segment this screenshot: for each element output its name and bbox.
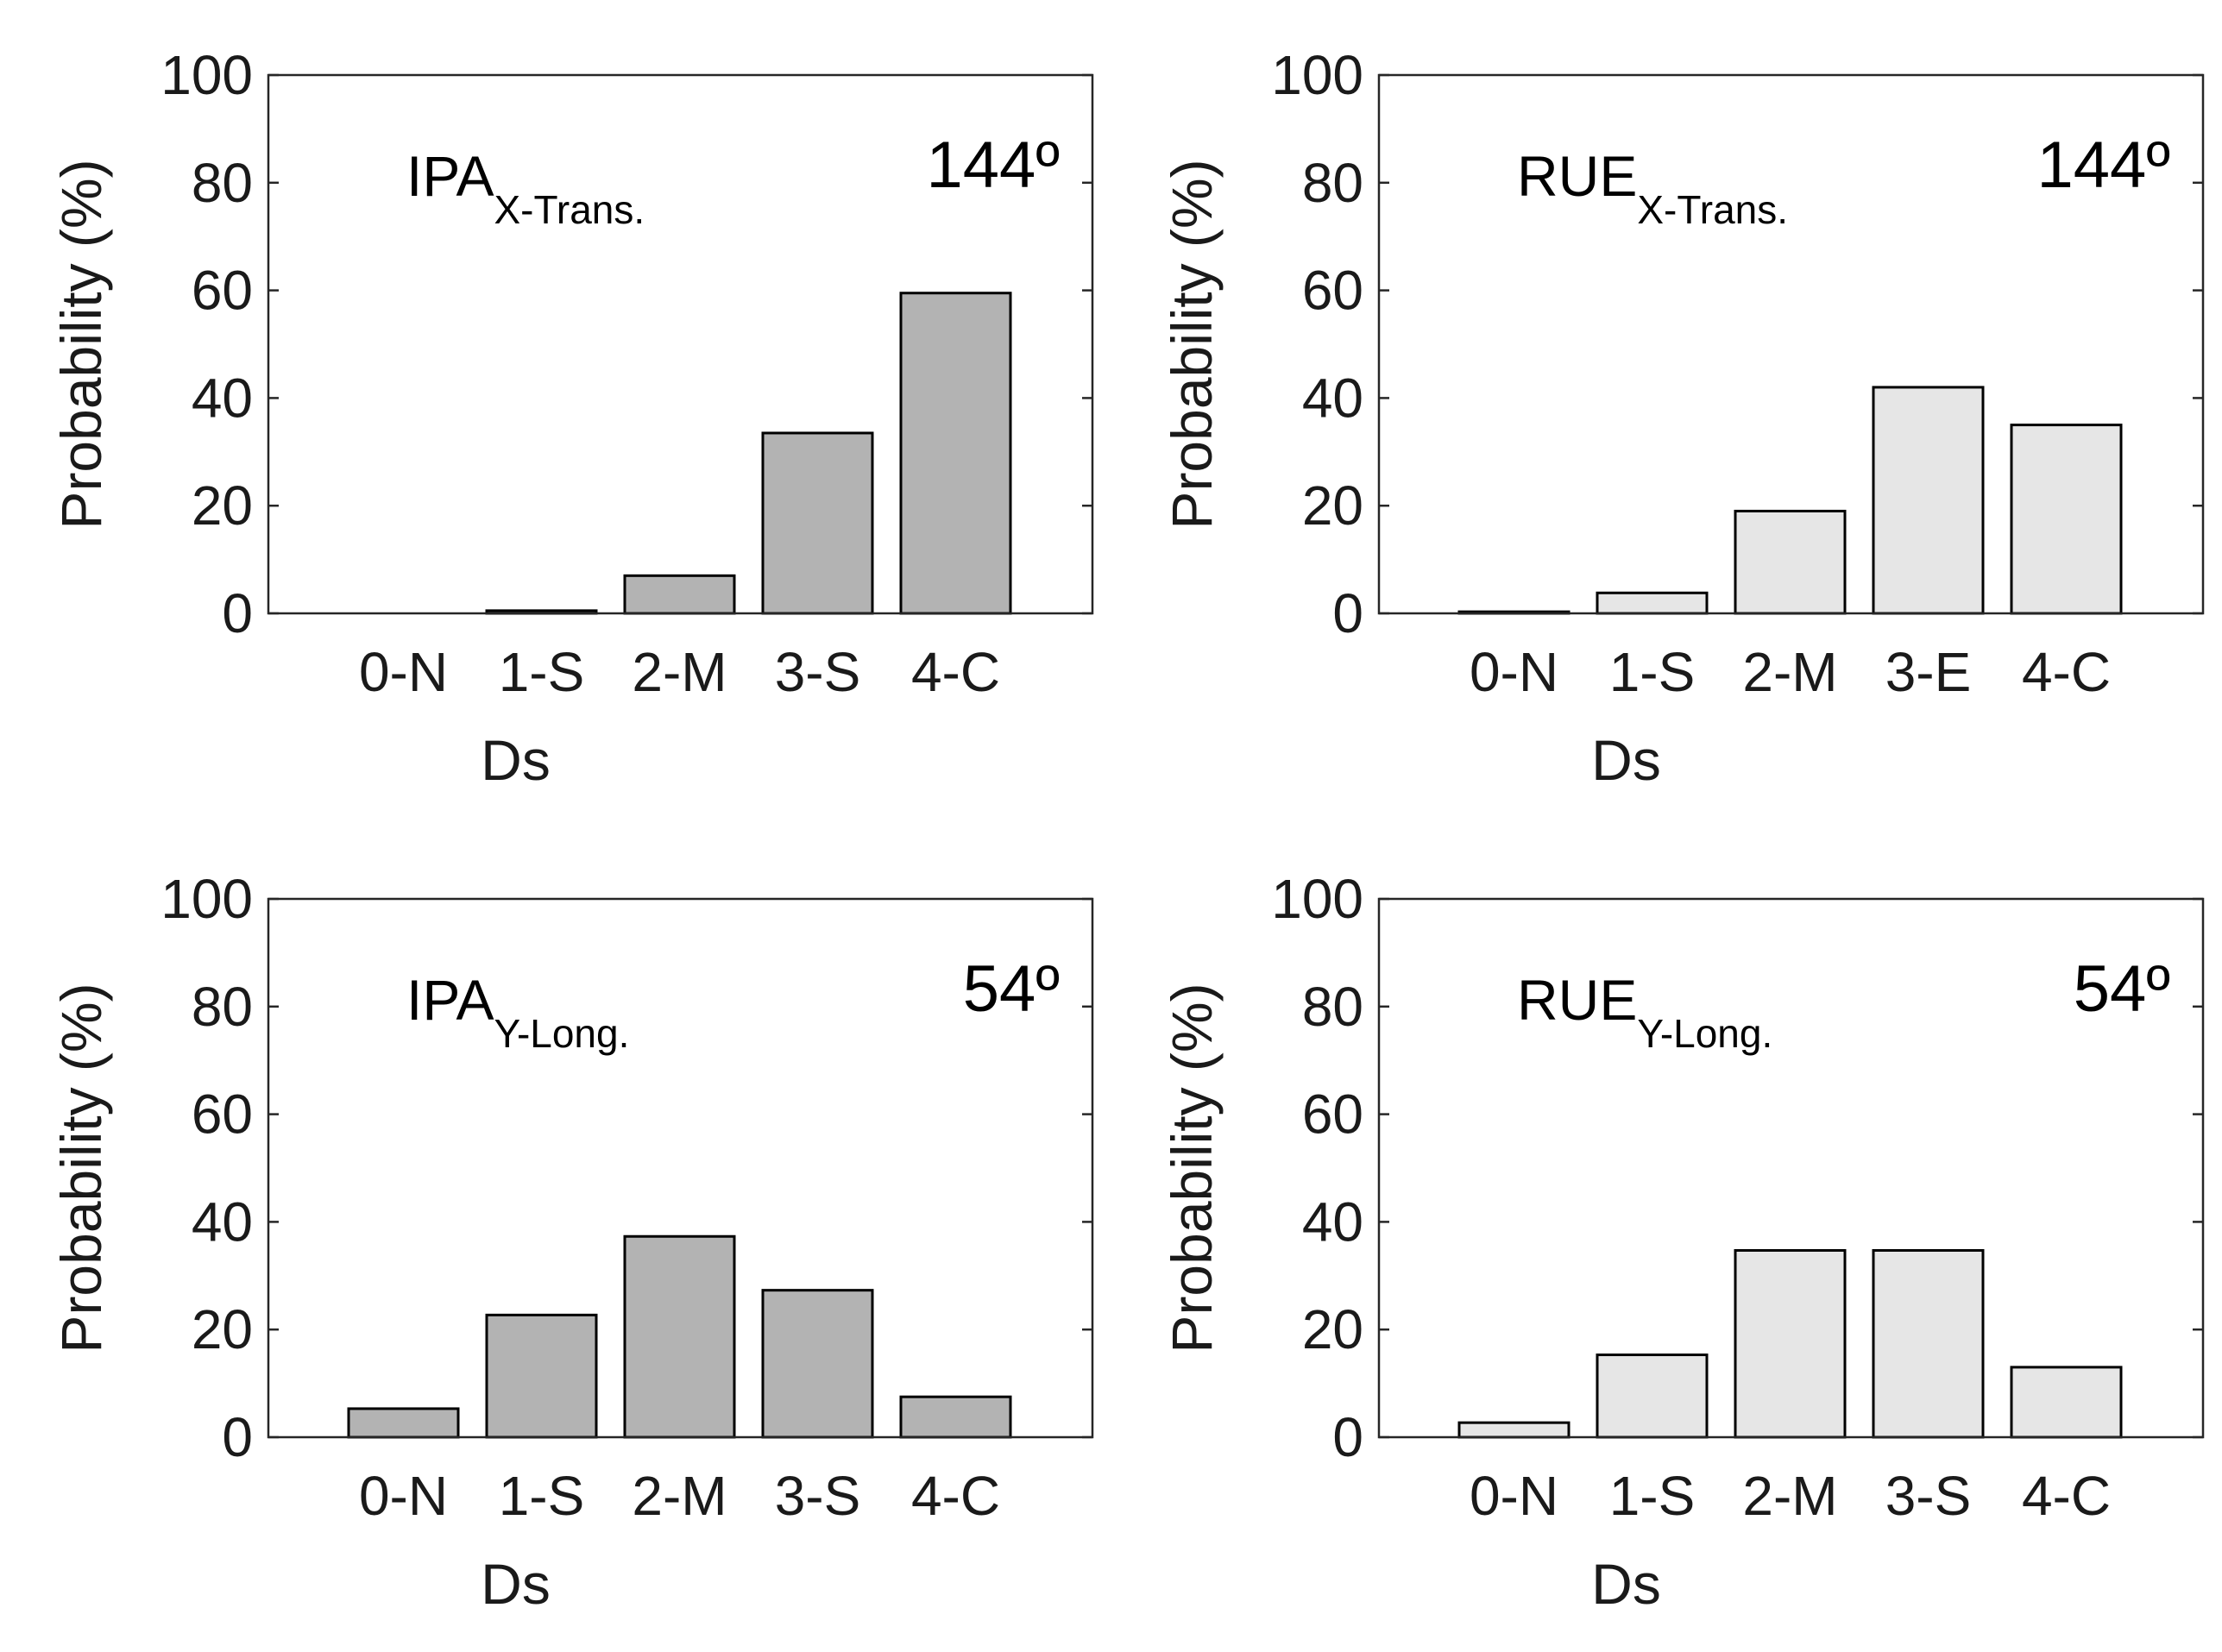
x-tick-label: 4-C [911,641,1000,703]
y-tick-label: 100 [1271,868,1363,930]
panel-label-sub: Y-Long. [494,1011,629,1056]
x-tick-label: 0-N [359,1465,448,1527]
y-tick-label: 100 [161,868,253,930]
y-tick-label: 20 [192,474,253,537]
x-tick-label: 0-N [1470,1465,1558,1527]
y-tick-label: 40 [192,367,253,429]
x-tick-label: 2-M [1742,1465,1837,1527]
bar-1-S [1596,1354,1709,1439]
x-tick-label: 1-S [1609,1465,1696,1527]
panel-label-sub: X-Trans. [1637,187,1788,232]
panel-label: IPAX-Trans. [406,144,645,232]
bar-3-S [1872,1248,1985,1439]
x-tick-label: 1-S [499,641,585,703]
y-tick-label: 80 [1302,152,1363,214]
y-tick-label: 0 [1332,582,1363,644]
bar-1-S [1596,591,1709,615]
y-axis-label: Probability (%) [49,159,113,529]
angle-label: 54º [963,952,1060,1026]
y-tick-label: 60 [1302,260,1363,322]
chart-bottom-right: 0 20 40 60 80 100 0-N 1-S 2-M 3-S 4-C Ds Probability… [1160,868,2205,1616]
y-tick-label: 40 [1302,367,1363,429]
y-tick-label: 0 [1332,1406,1363,1468]
y-axis-label: Probability (%) [1160,159,1224,529]
bar-4-C [899,292,1012,615]
plot-frame [267,897,1094,1439]
bar-2-M [623,1234,736,1439]
panel-label-main: IPA [406,144,494,208]
x-axis-label: Ds [1591,1552,1661,1616]
y-tick-label: 100 [161,44,253,106]
panel-label-main: RUE [1517,144,1637,208]
y-tick-label: 60 [192,260,253,322]
x-tick-label: 3-E [1885,641,1972,703]
panel-label-main: RUE [1517,968,1637,1032]
x-tick-label: 2-M [632,1465,727,1527]
bar-1-S [485,1313,598,1439]
angle-label: 144º [2036,129,2170,202]
x-tick-label: 2-M [1742,641,1837,703]
x-tick-label: 4-C [911,1465,1000,1527]
panel-top-right: 0 20 40 60 80 100 0-N 1-S 2-M 3-E 4-C Ds Probability… [1111,0,2222,824]
bar-3-S [761,431,874,615]
bar-2-M [1734,1248,1847,1439]
panel-bottom-right: 0 20 40 60 80 100 0-N 1-S 2-M 3-S 4-C Ds Probability… [1111,824,2222,1648]
y-tick-label: 20 [192,1298,253,1360]
chart-bottom-left: 0 20 40 60 80 100 0-N 1-S 2-M 3-S 4-C Ds Probability… [49,868,1094,1616]
panel-label: RUEX-Trans. [1517,144,1788,232]
angle-label: 144º [926,129,1060,202]
x-axis-label: Ds [481,728,551,792]
panel-label-sub: X-Trans. [494,187,645,232]
bar-0-N [1457,1421,1571,1439]
x-axis-label: Ds [1591,728,1661,792]
bar-4-C [899,1395,1012,1439]
bar-2-M [1734,509,1847,615]
y-tick-label: 100 [1271,44,1363,106]
panel-top-left: 0 20 40 60 80 100 0-N 1-S 2-M 3-S 4-C Ds Probability… [0,0,1111,824]
panel-label-sub: Y-Long. [1637,1011,1772,1056]
y-tick-label: 60 [1302,1084,1363,1146]
plot-frame [267,73,1094,615]
y-tick-label: 80 [192,152,253,214]
plot-frame [1377,897,2205,1439]
chart-top-right: 0 20 40 60 80 100 0-N 1-S 2-M 3-E 4-C Ds Probability… [1160,44,2205,792]
x-tick-label: 3-S [775,641,861,703]
panel-label-main: IPA [406,968,494,1032]
bar-3-E [1872,386,1985,615]
angle-label: 54º [2074,952,2170,1026]
y-tick-label: 20 [1302,1298,1363,1360]
y-tick-label: 0 [222,1406,253,1468]
bar-3-S [761,1289,874,1439]
x-tick-label: 4-C [2022,1465,2111,1527]
x-axis-label: Ds [481,1552,551,1616]
bar-4-C [2010,424,2123,615]
y-axis-label: Probability (%) [1160,983,1224,1353]
y-tick-label: 80 [1302,976,1363,1038]
x-tick-label: 3-S [1885,1465,1972,1527]
x-tick-label: 4-C [2022,641,2111,703]
x-tick-label: 3-S [775,1465,861,1527]
chart-top-left: 0 20 40 60 80 100 0-N 1-S 2-M 3-S 4-C Ds Probability… [49,44,1094,792]
plot-frame [1377,73,2205,615]
y-tick-label: 60 [192,1084,253,1146]
x-tick-label: 2-M [632,641,727,703]
x-tick-label: 0-N [359,641,448,703]
panel-label: RUEY-Long. [1517,968,1772,1056]
y-tick-label: 20 [1302,474,1363,537]
y-tick-label: 40 [192,1190,253,1253]
bar-2-M [623,574,736,615]
bar-0-N [347,1407,460,1439]
panel-label: IPAY-Long. [406,968,629,1056]
y-tick-label: 80 [192,976,253,1038]
y-axis-label: Probability (%) [49,983,113,1353]
bar-4-C [2010,1366,2123,1439]
x-tick-label: 1-S [499,1465,585,1527]
panel-bottom-left: 0 20 40 60 80 100 0-N 1-S 2-M 3-S 4-C Ds Probability… [0,824,1111,1648]
x-tick-label: 0-N [1470,641,1558,703]
y-tick-label: 0 [222,582,253,644]
x-tick-label: 1-S [1609,641,1696,703]
y-tick-label: 40 [1302,1190,1363,1253]
